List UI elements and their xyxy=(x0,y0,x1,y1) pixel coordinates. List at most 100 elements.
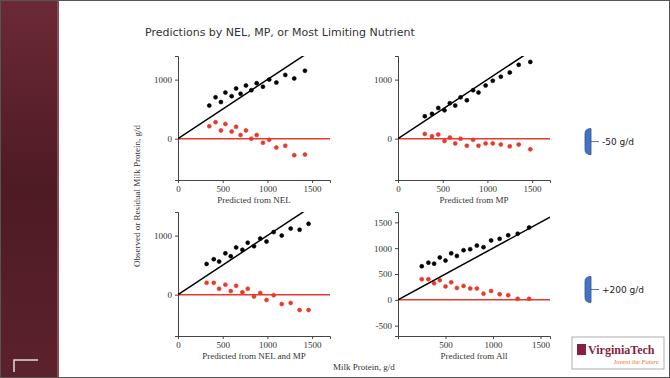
identity-line xyxy=(398,217,550,300)
panel-x-label: Predicted from NEL and MP xyxy=(202,351,306,361)
point xyxy=(484,141,488,145)
y-tick: 500 xyxy=(379,269,399,279)
slide-frame xyxy=(1,1,670,378)
point xyxy=(423,132,427,136)
y-tick-label: 0 xyxy=(168,134,173,144)
point xyxy=(223,251,227,255)
annotation-leader xyxy=(591,289,599,290)
y-tick-label: 0 xyxy=(388,295,393,305)
y-tick-mark xyxy=(395,222,398,223)
point xyxy=(244,84,248,88)
point xyxy=(442,139,446,143)
side-strip xyxy=(0,0,57,378)
point xyxy=(207,104,211,108)
x-axis: 050010001500 xyxy=(176,180,330,194)
y-tick: 1000 xyxy=(154,75,178,85)
y-tick: 1000 xyxy=(374,75,398,85)
point xyxy=(475,286,479,290)
x-tick: 500 xyxy=(436,180,450,194)
y-tick: 0 xyxy=(388,295,399,305)
point xyxy=(430,134,434,138)
point xyxy=(491,141,495,145)
x-axis-line xyxy=(179,181,331,184)
point xyxy=(468,247,472,251)
x-tick: 1500 xyxy=(304,336,323,350)
x-tick: 1000 xyxy=(259,180,278,194)
point xyxy=(499,143,503,147)
y-axis-line xyxy=(175,213,179,337)
x-tick-mark xyxy=(532,180,533,183)
y-axis-title: Observed or Residual Milk Protein, g/d xyxy=(132,125,142,267)
x-tick-label: 1000 xyxy=(479,184,498,194)
y-tick-label: 0 xyxy=(168,290,173,300)
point xyxy=(239,92,243,96)
background xyxy=(0,0,670,378)
point xyxy=(528,147,532,151)
point xyxy=(255,133,259,137)
annotation-leader xyxy=(591,141,599,142)
point xyxy=(436,133,440,137)
point xyxy=(298,228,302,232)
strip-edge xyxy=(57,0,59,378)
point xyxy=(265,240,269,244)
x-tick-label: 1500 xyxy=(524,184,543,194)
point xyxy=(489,238,493,242)
x-tick-mark xyxy=(312,180,313,183)
panel: 05001000150001000Predicted from MP-50 g/… xyxy=(374,38,634,205)
zero-line xyxy=(178,294,330,296)
point xyxy=(426,277,430,281)
y-tick: 0 xyxy=(168,134,179,144)
x-tick-mark xyxy=(312,336,313,339)
x-axis: 050010001500 xyxy=(176,336,330,350)
point xyxy=(205,262,209,266)
y-axis-line xyxy=(395,57,399,181)
y-tick-label: 0 xyxy=(388,134,393,144)
annotation-bracket xyxy=(585,129,591,155)
point xyxy=(307,222,311,226)
x-tick-mark xyxy=(541,336,542,339)
point xyxy=(484,84,488,88)
annotation-text: +200 g/d xyxy=(602,285,644,295)
identity-line xyxy=(178,212,330,295)
identity-line xyxy=(398,56,550,139)
series xyxy=(423,132,533,151)
point xyxy=(508,144,512,148)
point xyxy=(289,227,293,231)
x-tick: 1000 xyxy=(479,180,498,194)
point xyxy=(482,292,486,296)
panel-x-label: Predicted from NEL xyxy=(217,195,290,205)
point xyxy=(453,141,457,145)
x-tick-mark xyxy=(223,180,224,183)
series xyxy=(205,281,311,312)
point xyxy=(517,63,521,67)
x-tick-mark xyxy=(223,336,224,339)
x-axis-line xyxy=(399,337,551,340)
logo-mark xyxy=(577,344,586,355)
x-tick: 0 xyxy=(176,180,181,194)
point xyxy=(229,289,233,293)
point xyxy=(265,298,269,302)
x-tick-mark xyxy=(487,180,488,183)
y-axis-line xyxy=(395,213,399,337)
y-axis: 01000 xyxy=(154,213,179,337)
x-tick: 1000 xyxy=(485,336,504,350)
point xyxy=(307,308,311,312)
x-tick-label: 1500 xyxy=(532,340,551,350)
x-axis-line xyxy=(399,181,551,184)
y-tick-label: 1000 xyxy=(374,75,393,85)
identity-line xyxy=(178,56,330,139)
point xyxy=(234,125,238,129)
y-tick-mark xyxy=(395,274,398,275)
point xyxy=(436,106,440,110)
point xyxy=(508,71,512,75)
x-tick: 0 xyxy=(396,180,401,194)
point xyxy=(506,293,510,297)
series xyxy=(420,277,531,301)
x-tick-label: 0 xyxy=(396,184,401,194)
series xyxy=(423,60,533,118)
zero-line xyxy=(398,138,550,140)
y-tick-mark xyxy=(395,248,398,249)
point xyxy=(274,81,278,85)
logo: VirginiaTechInvent the Future xyxy=(572,337,664,369)
y-tick-mark xyxy=(395,80,398,81)
